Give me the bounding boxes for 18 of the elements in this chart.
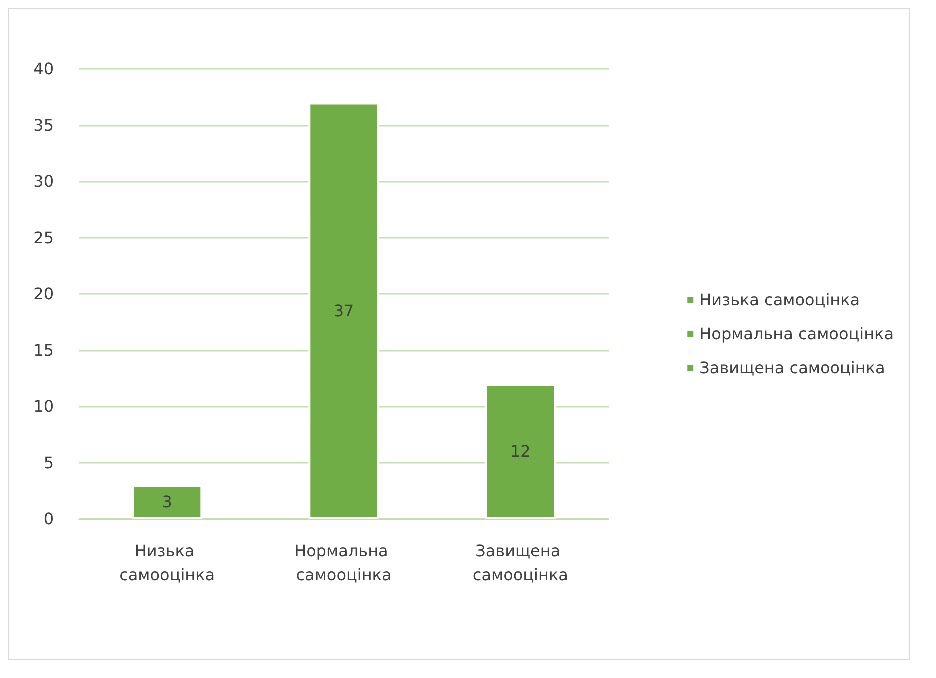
y-tick-label: 10 [34, 397, 54, 416]
y-tick-label: 20 [34, 284, 54, 304]
data-label: 37 [334, 301, 354, 320]
x-tick-label: Нормальна самооцінка [294, 542, 394, 584]
data-label: 3 [162, 492, 172, 512]
y-tick-label: 35 [34, 116, 54, 135]
y-tick-label: 0 [44, 510, 54, 528]
x-tick-label: Низька самооцінка [120, 542, 216, 584]
y-tick-label: 25 [34, 228, 54, 248]
legend-label: Завищена самооцінка [700, 358, 886, 378]
legend-label: Низька самооцінка [700, 290, 860, 310]
data-label: 12 [510, 442, 531, 461]
y-tick-label: 15 [34, 340, 54, 360]
y-tick-label: 40 [34, 60, 54, 78]
legend-label: Нормальна самооцінка [700, 324, 894, 344]
y-tick-label: 30 [34, 172, 54, 191]
y-tick-label: 5 [44, 453, 54, 472]
x-tick-label: Завищена самооцінка [472, 542, 568, 584]
